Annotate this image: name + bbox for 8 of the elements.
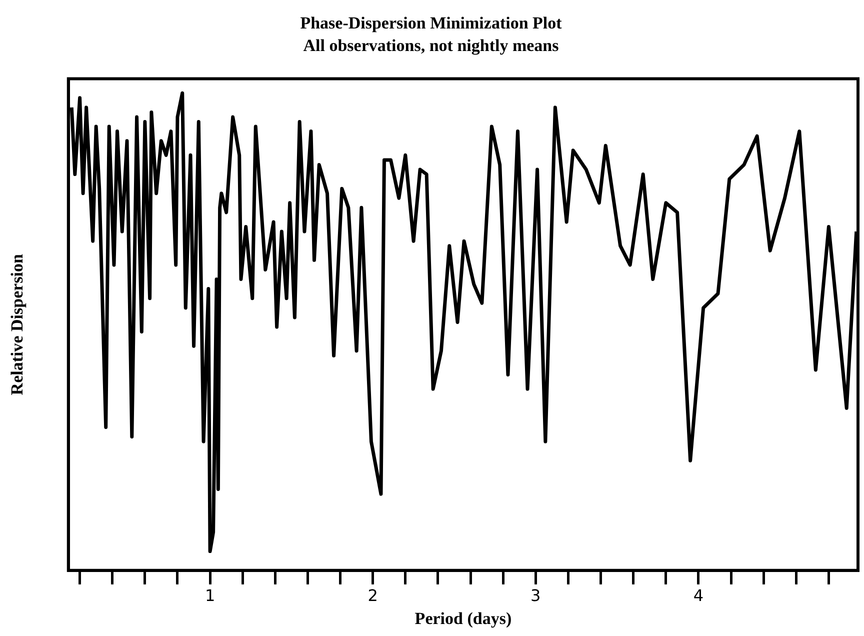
- x-tick-label: 3: [530, 586, 541, 606]
- x-axis-title: Period (days): [414, 609, 512, 628]
- x-tick-label: 2: [368, 586, 378, 606]
- x-tick-label: 4: [693, 586, 704, 606]
- y-axis-title: Relative Dispersion: [8, 253, 27, 396]
- chart-subtitle: All observations, not nightly means: [303, 36, 560, 55]
- chart-title: Phase-Dispersion Minimization Plot: [300, 14, 562, 33]
- x-tick-label: 1: [204, 586, 216, 606]
